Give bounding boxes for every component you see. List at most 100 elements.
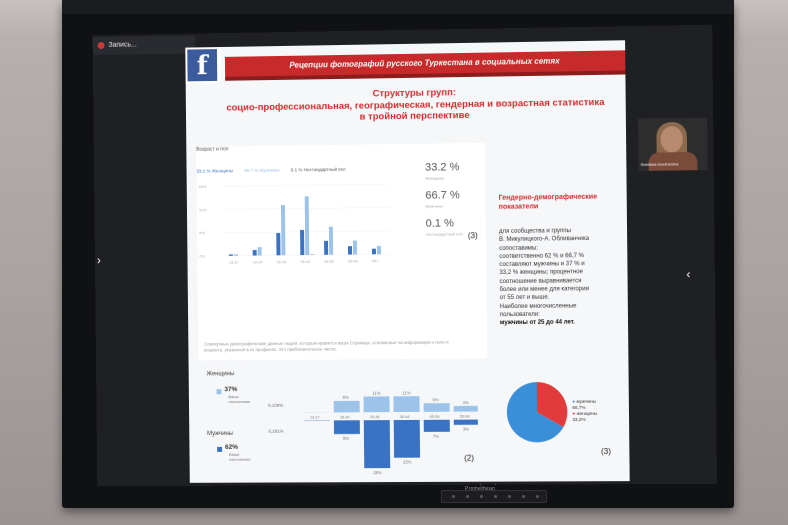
y-tick-label: 20% [199, 184, 207, 189]
gridline [222, 184, 389, 186]
x-tick-label: 25-34 [277, 260, 287, 264]
women-value-label: 11% [372, 390, 380, 395]
legend-dot-icon: ● [572, 411, 575, 416]
volume-down-icon[interactable] [508, 495, 511, 498]
population-chart: 0,106% 0,181% 13-17 18-24 8% 8% 25-34 11% 28% 35-… [268, 363, 479, 474]
left-top-label: 0,106% [268, 403, 283, 408]
age-label: 55-64 [460, 415, 470, 419]
women-percent: 33.2 % [425, 161, 459, 173]
power-icon[interactable] [452, 495, 455, 498]
bar-Женщины [229, 254, 233, 255]
y-tick-label: 5% [199, 230, 205, 235]
age-label: 25-34 [370, 415, 380, 419]
legend-women: 33.2 % Женщины [196, 168, 233, 173]
y-tick-label: 0% [199, 254, 205, 259]
x-tick-label: 45-54 [324, 260, 334, 264]
women-value-label: 8% [343, 395, 349, 400]
previous-slide-arrow-icon[interactable]: › [97, 253, 101, 267]
home-icon[interactable] [466, 495, 469, 498]
legend-dot-icon: ● [572, 399, 575, 404]
left-bottom-label: 0,181% [268, 429, 283, 434]
men-bar [424, 420, 450, 432]
participant-name: Svetlana Gorshenina [641, 161, 679, 167]
recording-indicator[interactable]: Запись... [93, 36, 196, 56]
men-percent-label: Мужчины [425, 204, 443, 209]
menu-icon[interactable] [494, 495, 497, 498]
men-value-label: 3% [463, 427, 469, 432]
bar-Женщины [253, 250, 257, 256]
women-pct: 37% [224, 386, 237, 393]
bar-Женщины [276, 233, 280, 255]
men-bar [334, 420, 360, 434]
legend-men: 66.7 % Мужчины [244, 168, 279, 173]
age-label: 18-24 [340, 415, 350, 419]
bar-Мужчины [258, 247, 262, 255]
men-sub: Ваши поклонники [229, 453, 255, 462]
men-pct: 62% [225, 444, 238, 451]
age-gender-chart: 20% 10% 5% 0% 13-17 18-24 25-34 35-44 45-54 55-64… [196, 172, 396, 274]
men-label: Мужчины [207, 431, 233, 437]
men-bar [364, 420, 390, 468]
x-tick-label: 13-17 [229, 261, 239, 265]
side-line-highlight: мужчины от 25 до 44 лет. [500, 318, 621, 327]
x-tick-label: 65+ [372, 259, 379, 263]
men-percent: 66.7 % [425, 189, 459, 201]
bar-Женщины [324, 241, 328, 255]
screen: Запись... › ‹ f Рецепции фотографий русс… [93, 25, 717, 487]
women-value-label: 6% [432, 397, 438, 402]
women-value-label: 4% [463, 400, 469, 405]
men-value-label: 8% [343, 436, 349, 441]
women-bar [424, 403, 450, 412]
side-title: Гендерно-демографические показатели [499, 193, 618, 212]
footnote: Совокупные демографические данные людей,… [204, 340, 463, 354]
bar-Мужчины [353, 240, 357, 254]
control-bar[interactable] [441, 490, 547, 503]
legend-other: 0.1 % Нестандартный пол [291, 167, 346, 173]
men-value-label: 7% [433, 434, 439, 439]
input-icon[interactable] [536, 495, 539, 498]
women-bar [393, 396, 419, 412]
bar-Женщины [348, 246, 352, 254]
facebook-logo-icon: f [187, 49, 217, 81]
slide-title: Структуры групп: социо-профессиональная,… [215, 85, 615, 125]
back-icon[interactable] [480, 495, 483, 498]
women-percent-label: Женщины [425, 175, 444, 180]
other-percent-label: Нестандартный пол [426, 231, 463, 236]
bar-Мужчины [377, 246, 381, 254]
x-tick-label: 55-64 [348, 259, 358, 263]
next-slide-arrow-icon[interactable]: ‹ [686, 267, 690, 281]
gender-pie-chart [506, 381, 569, 444]
age-label: 13-17 [310, 415, 320, 419]
screen-background: Запись... › ‹ f Рецепции фотографий русс… [93, 25, 717, 487]
age-label: 45-54 [430, 415, 440, 419]
bar-Женщины [300, 230, 304, 255]
men-bar [454, 420, 479, 425]
pie-legend: ● мужчины 66,7% ● женщины 33,2% [572, 399, 597, 423]
women-swatch [216, 389, 221, 394]
women-bar [364, 396, 390, 412]
women-value-label: 11% [402, 390, 410, 395]
age-gender-card: Возраст и пол 33.2 % Женщины 66.7 % Мужч… [196, 143, 487, 361]
men-bar [394, 420, 420, 458]
participant-video[interactable]: Svetlana Gorshenina [638, 118, 708, 171]
men-value-label: 28% [373, 470, 382, 474]
women-bar [454, 406, 479, 412]
pie-legend-women-pct: 33,2% [572, 417, 597, 423]
women-label: Женщины [206, 371, 234, 377]
marker-3: (3) [468, 231, 478, 240]
y-tick-label: 10% [199, 207, 207, 212]
recording-label: Запись... [108, 41, 136, 48]
x-tick-label: 35-44 [300, 260, 310, 264]
age-label: 35-44 [400, 415, 410, 419]
bar-Женщины [372, 249, 376, 255]
marker-2: (2) [464, 454, 474, 463]
bar-Мужчины [305, 196, 310, 255]
marker-3-pie: (3) [601, 447, 611, 456]
other-percent: 0.1 % [426, 217, 454, 229]
men-value-label: 22% [403, 460, 412, 465]
volume-up-icon[interactable] [522, 495, 525, 498]
card-title: Возраст и пол [196, 146, 228, 152]
bar-Мужчины [281, 205, 285, 255]
x-tick-label: 18-24 [253, 260, 263, 264]
women-bar [334, 401, 360, 413]
